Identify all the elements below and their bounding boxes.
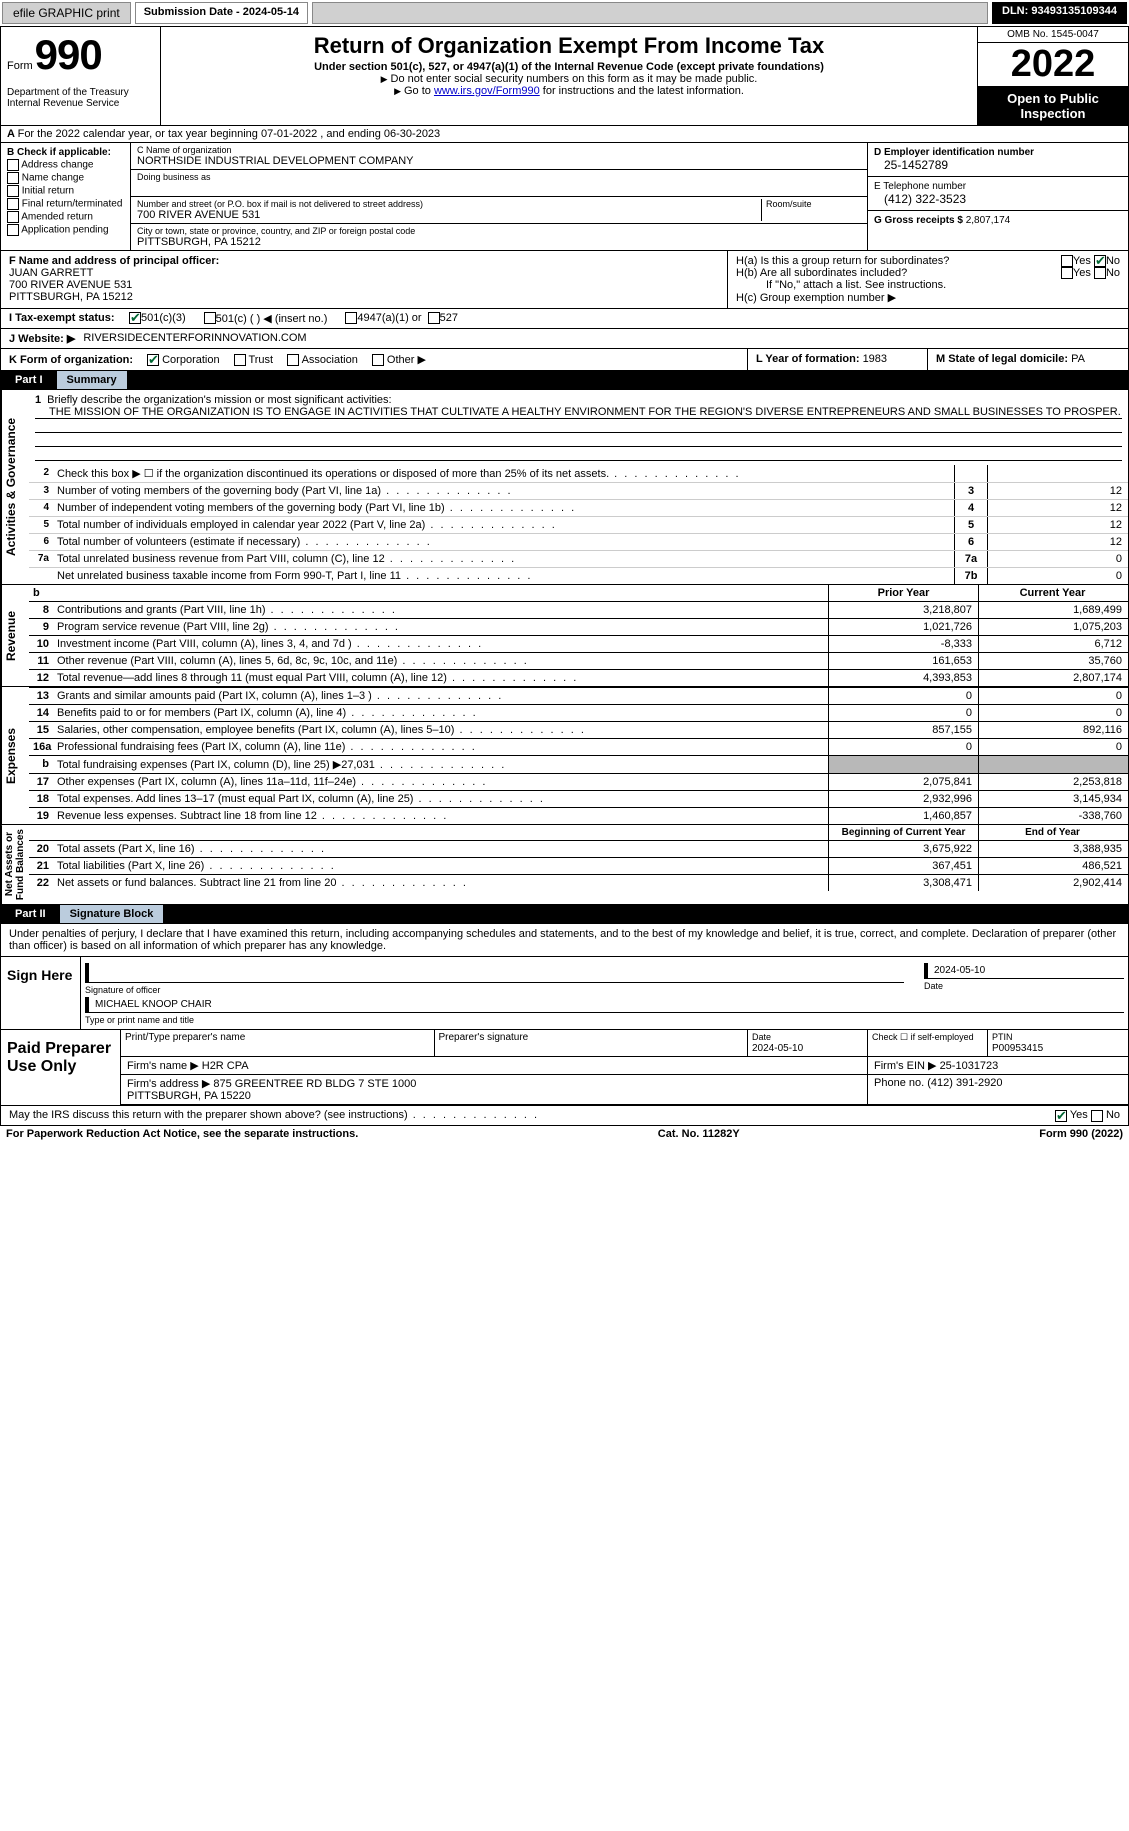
gov-line: 6Total number of volunteers (estimate if… [29, 533, 1128, 550]
may-yes-checkbox[interactable] [1055, 1110, 1067, 1122]
identity-grid: B Check if applicable: Address change Na… [0, 143, 1129, 251]
website: RIVERSIDECENTERFORINNOVATION.COM [83, 332, 306, 345]
submission-date: Submission Date - 2024-05-14 [135, 2, 308, 24]
form-subtitle: Under section 501(c), 527, or 4947(a)(1)… [167, 61, 971, 73]
signature-declaration: Under penalties of perjury, I declare th… [0, 924, 1129, 957]
summary-line: 15Salaries, other compensation, employee… [29, 721, 1128, 738]
line-j: J Website: ▶ RIVERSIDECENTERFORINNOVATIO… [0, 329, 1129, 349]
form-note1: Do not enter social security numbers on … [167, 73, 971, 85]
firm-name: H2R CPA [202, 1060, 249, 1072]
ha-yes-checkbox[interactable] [1061, 255, 1073, 267]
summary-line: 14Benefits paid to or for members (Part … [29, 704, 1128, 721]
ha-no-checkbox[interactable] [1094, 255, 1106, 267]
summary-line: 10Investment income (Part VIII, column (… [29, 635, 1128, 652]
line-i: I Tax-exempt status: 501(c)(3) 501(c) ( … [0, 309, 1129, 329]
hb-no-checkbox[interactable] [1094, 267, 1106, 279]
sign-here: Sign Here Signature of officer 2024-05-1… [0, 957, 1129, 1030]
boxb-option[interactable]: Address change [7, 159, 124, 171]
boxb-option[interactable]: Amended return [7, 211, 124, 223]
gov-line: 7aTotal unrelated business revenue from … [29, 550, 1128, 567]
page-footer: For Paperwork Reduction Act Notice, see … [0, 1126, 1129, 1142]
may-no-checkbox[interactable] [1091, 1110, 1103, 1122]
paid-preparer: Paid Preparer Use Only Print/Type prepar… [0, 1030, 1129, 1106]
501c3-checkbox[interactable] [129, 312, 141, 324]
line-a: A For the 2022 calendar year, or tax yea… [0, 126, 1129, 143]
may-discuss-row: May the IRS discuss this return with the… [0, 1106, 1129, 1125]
form-header: Form 990 Department of the Treasury Inte… [0, 26, 1129, 126]
gov-line: 2Check this box ▶ ☐ if the organization … [29, 465, 1128, 482]
ein: 25-1452789 [884, 158, 1122, 172]
toolbar-spacer [312, 2, 988, 24]
org-city: PITTSBURGH, PA 15212 [137, 236, 861, 248]
form-note2: Go to www.irs.gov/Form990 for instructio… [167, 85, 971, 97]
box-d: D Employer identification number 25-1452… [868, 143, 1128, 250]
prep-date: 2024-05-10 [752, 1043, 803, 1054]
summary-line: 9Program service revenue (Part VIII, lin… [29, 618, 1128, 635]
summary-line: 12Total revenue—add lines 8 through 11 (… [29, 669, 1128, 686]
org-name: NORTHSIDE INDUSTRIAL DEVELOPMENT COMPANY [137, 155, 861, 167]
netassets-section: Net Assets or Fund Balances Beginning of… [0, 825, 1129, 905]
hb-yes-checkbox[interactable] [1061, 267, 1073, 279]
ptin: P00953415 [992, 1043, 1043, 1054]
irs-link[interactable]: www.irs.gov/Form990 [434, 85, 540, 97]
part2-header: Part II Signature Block [0, 905, 1129, 924]
phone: (412) 322-3523 [884, 192, 1122, 206]
governance-section: Activities & Governance 1 Briefly descri… [0, 390, 1129, 585]
firm-phone: (412) 391-2920 [927, 1077, 1002, 1089]
box-c: C Name of organization NORTHSIDE INDUSTR… [131, 143, 868, 250]
officer-group-row: F Name and address of principal officer:… [0, 251, 1129, 309]
summary-line: 21Total liabilities (Part X, line 26)367… [29, 857, 1128, 874]
gov-line: Net unrelated business taxable income fr… [29, 567, 1128, 584]
boxb-option[interactable]: Final return/terminated [7, 198, 124, 210]
form-title: Return of Organization Exempt From Incom… [167, 33, 971, 59]
state-domicile: PA [1071, 353, 1085, 365]
boxb-option[interactable]: Name change [7, 172, 124, 184]
omb-number: OMB No. 1545-0047 [978, 27, 1128, 43]
org-address: 700 RIVER AVENUE 531 [137, 209, 761, 221]
gov-line: 5Total number of individuals employed in… [29, 516, 1128, 533]
boxb-option[interactable]: Initial return [7, 185, 124, 197]
revenue-section: Revenue b Prior Year Current Year 8Contr… [0, 585, 1129, 687]
signer-name: MICHAEL KNOOP CHAIR [85, 997, 1124, 1013]
line-k: K Form of organization: Corporation Trus… [0, 349, 1129, 371]
corp-checkbox[interactable] [147, 354, 159, 366]
sign-date: 2024-05-10 [924, 963, 1124, 979]
summary-line: 11Other revenue (Part VIII, column (A), … [29, 652, 1128, 669]
year-formation: 1983 [863, 353, 887, 365]
tax-year: 2022 [978, 43, 1128, 87]
part1-header: Part I Summary [0, 371, 1129, 390]
expenses-section: Expenses 13Grants and similar amounts pa… [0, 687, 1129, 825]
box-b: B Check if applicable: Address change Na… [1, 143, 131, 250]
governance-sidelabel: Activities & Governance [1, 390, 29, 584]
department-label: Department of the Treasury Internal Reve… [7, 87, 154, 109]
summary-line: bTotal fundraising expenses (Part IX, co… [29, 755, 1128, 773]
officer-name: JUAN GARRETT [9, 267, 719, 279]
dln-label: DLN: 93493135109344 [992, 2, 1127, 24]
gov-line: 3Number of voting members of the governi… [29, 482, 1128, 499]
summary-line: 13Grants and similar amounts paid (Part … [29, 687, 1128, 704]
form-number: Form 990 [7, 31, 154, 79]
boxb-option[interactable]: Application pending [7, 224, 124, 236]
gross-receipts: 2,807,174 [966, 215, 1011, 226]
top-toolbar: efile GRAPHIC print Submission Date - 20… [0, 0, 1129, 26]
open-inspection: Open to Public Inspection [978, 87, 1128, 125]
summary-line: 16aProfessional fundraising fees (Part I… [29, 738, 1128, 755]
mission-text: THE MISSION OF THE ORGANIZATION IS TO EN… [35, 406, 1122, 419]
gov-line: 4Number of independent voting members of… [29, 499, 1128, 516]
summary-line: 19Revenue less expenses. Subtract line 1… [29, 807, 1128, 824]
summary-line: 20Total assets (Part X, line 16)3,675,92… [29, 840, 1128, 857]
summary-line: 8Contributions and grants (Part VIII, li… [29, 601, 1128, 618]
firm-ein: 25-1031723 [940, 1060, 999, 1072]
summary-line: 17Other expenses (Part IX, column (A), l… [29, 773, 1128, 790]
summary-line: 22Net assets or fund balances. Subtract … [29, 874, 1128, 891]
summary-line: 18Total expenses. Add lines 13–17 (must … [29, 790, 1128, 807]
efile-print-button[interactable]: efile GRAPHIC print [2, 2, 131, 24]
